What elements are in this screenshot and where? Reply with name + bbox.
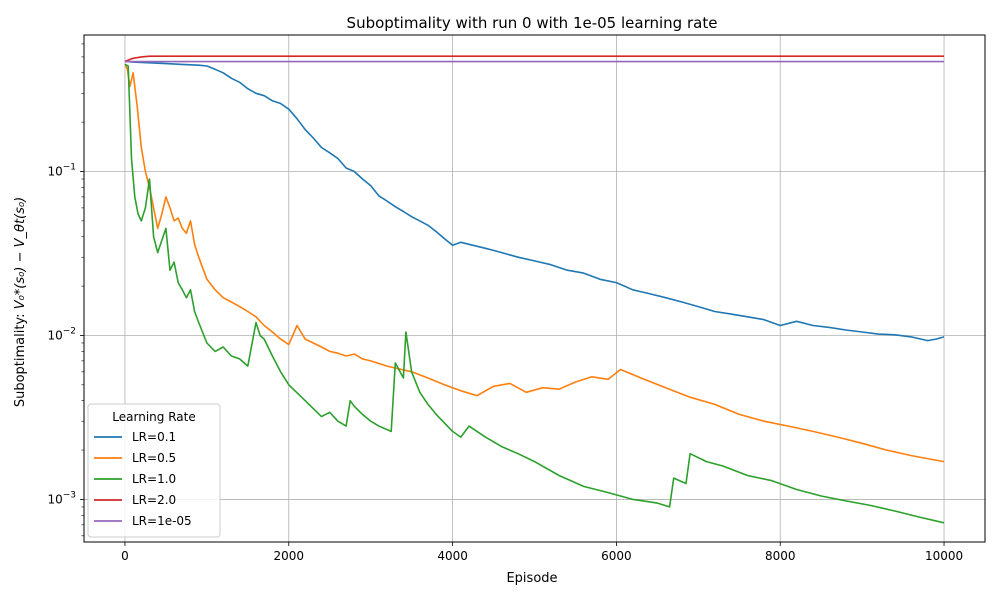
legend-entry-label: LR=1e-05 bbox=[132, 514, 192, 528]
series-line-lr-2-0 bbox=[124, 55, 944, 63]
series-line-lr-1-0 bbox=[124, 63, 945, 524]
legend-title: Learning Rate bbox=[112, 410, 195, 424]
x-axis: 0 2000 4000 6000 8000 10000 bbox=[121, 542, 963, 563]
legend-entry-label: LR=2.0 bbox=[132, 493, 176, 507]
legend-entry-label: LR=1.0 bbox=[132, 472, 176, 486]
x-tick-label: 0 bbox=[121, 549, 129, 563]
x-tick-label: 4000 bbox=[437, 549, 468, 563]
x-tick-label: 8000 bbox=[765, 549, 796, 563]
x-tick-label: 10000 bbox=[925, 549, 963, 563]
y-axis-label-formula: V₀*(s₀) − V_θt(s₀) bbox=[13, 197, 28, 309]
legend-entry-label: LR=0.1 bbox=[132, 430, 176, 444]
y-tick-label: 10−3 bbox=[47, 490, 76, 506]
series-line-lr-0-5 bbox=[124, 64, 945, 463]
y-tick-label: 10−2 bbox=[47, 326, 76, 342]
legend: Learning Rate LR=0.1 LR=0.5 LR=1.0 LR=2.0 LR=… bbox=[87, 403, 221, 538]
x-axis-label: Episode bbox=[506, 571, 557, 586]
plot-background bbox=[84, 35, 985, 542]
plot-area bbox=[83, 34, 986, 543]
plot-frame bbox=[83, 34, 986, 543]
legend-entry-label: LR=0.5 bbox=[132, 451, 176, 465]
y-axis-label: Suboptimality: V₀*(s₀) − V_θt(s₀) bbox=[13, 197, 28, 407]
y-axis-label-prefix: Suboptimality: bbox=[13, 309, 28, 407]
x-tick-label: 2000 bbox=[273, 549, 304, 563]
x-tick-label: 6000 bbox=[601, 549, 632, 563]
series-line-lr-0-1 bbox=[124, 60, 945, 342]
y-tick-label: 10−1 bbox=[47, 163, 76, 179]
chart-title: Suboptimality with run 0 with 1e-05 lear… bbox=[347, 14, 718, 32]
y-axis: 10−3 10−2 10−1 bbox=[47, 43, 84, 537]
series-lines bbox=[124, 55, 945, 524]
